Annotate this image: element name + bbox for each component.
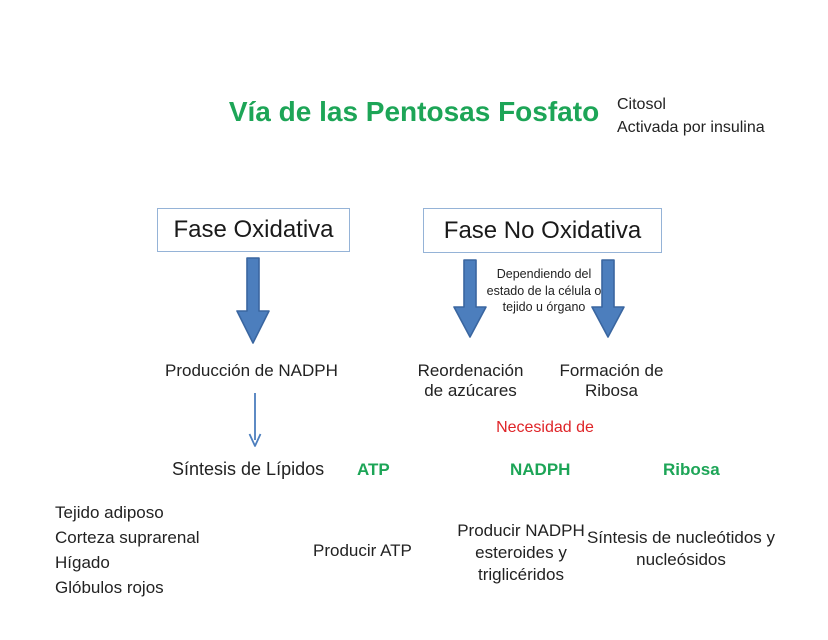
oxidative-product-label: Producción de NADPH bbox=[165, 361, 338, 380]
location-note-line2: Activada por insulina bbox=[617, 119, 765, 136]
page-title: Vía de las Pentosas Fosfato bbox=[228, 96, 600, 127]
location-note: Citosol Activada por insulina bbox=[617, 93, 765, 139]
tissue-item: Glóbulos rojos bbox=[55, 578, 164, 597]
thin-down-arrow-icon bbox=[247, 392, 263, 448]
fase-oxidativa-box: Fase Oxidativa bbox=[157, 208, 350, 252]
tissue-item: Tejido adiposo bbox=[55, 503, 164, 522]
need-item-ribosa: Ribosa bbox=[663, 460, 720, 479]
outcome-atp-label: Producir ATP bbox=[313, 541, 412, 560]
outcome-nadph-label: Producir NADPH esteroides y triglicérido… bbox=[457, 521, 585, 584]
tissue-item: Hígado bbox=[55, 553, 110, 572]
oxidative-outcome-label: Síntesis de Lípidos bbox=[172, 459, 325, 479]
tissue-list: Tejido adiposo Corteza suprarenal Hígado… bbox=[55, 500, 200, 600]
condition-note: Dependiendo del estado de la célula o te… bbox=[486, 267, 602, 314]
down-arrow-ribose-icon bbox=[591, 259, 625, 339]
fase-no-oxidativa-box: Fase No Oxidativa bbox=[423, 208, 662, 253]
need-item-atp: ATP bbox=[357, 460, 390, 479]
fase-oxidativa-label: Fase Oxidativa bbox=[173, 216, 334, 243]
down-arrow-oxidative-icon bbox=[236, 257, 270, 345]
outcome-ribose-label: Síntesis de nucleótidos y nucleósidos bbox=[586, 528, 776, 569]
branch-formacion-label: Formación de Ribosa bbox=[559, 361, 664, 400]
down-arrow-reordering-icon bbox=[453, 259, 487, 339]
branch-reordenacion-label: Reordenación de azúcares bbox=[417, 361, 524, 400]
tissue-item: Corteza suprarenal bbox=[55, 528, 200, 547]
need-item-nadph: NADPH bbox=[510, 460, 571, 479]
location-note-line1: Citosol bbox=[617, 96, 666, 113]
fase-no-oxidativa-label: Fase No Oxidativa bbox=[443, 216, 642, 244]
need-heading: Necesidad de bbox=[496, 419, 594, 436]
